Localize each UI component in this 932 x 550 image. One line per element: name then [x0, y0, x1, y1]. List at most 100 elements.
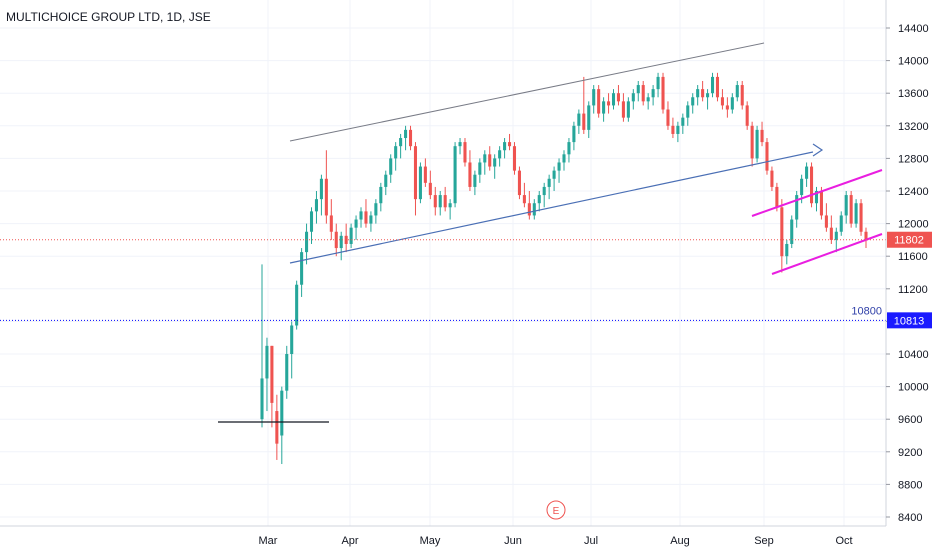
candle	[864, 227, 868, 249]
time-tick-label: Apr	[341, 535, 358, 547]
candle-body	[686, 105, 690, 118]
candle-body	[616, 93, 620, 102]
candle-body	[730, 97, 734, 110]
candle-body	[805, 166, 809, 179]
candle-body	[448, 203, 452, 208]
level-price-tag: 10813	[887, 312, 932, 329]
candle	[602, 97, 606, 122]
candle	[597, 85, 601, 118]
candle	[438, 191, 442, 216]
candle	[394, 142, 398, 171]
price-tick-label: 12800	[898, 153, 929, 165]
earnings-marker[interactable]: E	[546, 500, 566, 520]
candle	[443, 186, 447, 212]
candle-body	[384, 174, 388, 187]
candle	[706, 89, 710, 110]
candle	[295, 280, 299, 330]
candle-body	[834, 231, 838, 240]
candle-body	[691, 97, 695, 106]
time-tick-label: Aug	[670, 535, 690, 547]
candle	[725, 97, 729, 118]
price-tick-label: 8400	[898, 512, 922, 524]
candle-body	[755, 129, 759, 159]
candle	[339, 231, 343, 261]
candle	[795, 191, 799, 228]
candle	[552, 166, 556, 191]
candle-body	[423, 166, 427, 183]
candle	[646, 93, 650, 110]
candle-body	[290, 325, 294, 354]
candle-body	[706, 93, 710, 98]
candle	[770, 166, 774, 191]
candle-body	[795, 195, 799, 220]
candle-body	[800, 178, 804, 196]
candle-body	[567, 142, 571, 155]
price-tick-label: 11600	[898, 251, 928, 263]
upper-trend-line[interactable]	[289, 42, 765, 142]
candle	[290, 321, 294, 379]
candle	[805, 162, 809, 187]
candle-body	[260, 378, 264, 420]
last-price-value: 11802	[894, 235, 924, 247]
candle	[740, 80, 744, 110]
candle-body	[364, 211, 368, 224]
candle	[834, 227, 838, 253]
time-tick-label: May	[420, 535, 441, 547]
candle	[582, 76, 586, 134]
price-tick-label: 11200	[898, 284, 928, 296]
candle-body	[715, 76, 720, 98]
last-price-tag: 11802	[887, 231, 932, 248]
candle-body	[285, 354, 289, 391]
candle	[755, 125, 759, 163]
price-tick-label: 12400	[898, 186, 929, 198]
candle	[661, 72, 665, 114]
candle-body	[854, 203, 858, 224]
candle-body	[760, 129, 764, 143]
candle	[314, 191, 318, 224]
candle-body	[656, 76, 660, 90]
candle	[720, 89, 724, 110]
candle-body	[735, 85, 739, 98]
time-tick-label: Sep	[754, 535, 774, 547]
candle	[567, 138, 571, 163]
candle-body	[621, 101, 625, 118]
candle-body	[597, 89, 601, 114]
candle	[374, 199, 378, 224]
candle	[542, 182, 546, 208]
candle-body	[418, 166, 422, 200]
candle	[364, 199, 368, 228]
candle-body	[522, 195, 526, 204]
candle-body	[379, 186, 383, 204]
candle	[691, 93, 695, 114]
candle	[483, 150, 487, 175]
candle-body	[849, 195, 853, 224]
candle-body	[280, 390, 284, 436]
candle-body	[864, 231, 868, 240]
candle	[329, 199, 333, 240]
candle	[696, 85, 700, 106]
channel-lower-line[interactable]	[771, 233, 883, 275]
candle	[616, 85, 620, 106]
candle-body	[701, 89, 705, 98]
candle	[780, 199, 784, 273]
candle-body	[810, 166, 814, 204]
candle-body	[394, 146, 398, 159]
candle-body	[666, 109, 670, 126]
candle-body	[537, 195, 541, 204]
candle-body	[324, 178, 328, 216]
price-axis[interactable]: 14400 14000 13600 13200 12800 12400 12000 11600…	[886, 23, 929, 524]
candle-body	[824, 215, 828, 228]
candle	[735, 80, 739, 102]
candle-body	[473, 174, 477, 187]
candle	[750, 121, 754, 167]
candle-body	[527, 203, 531, 216]
candle-body	[270, 345, 274, 403]
candle	[270, 345, 274, 428]
channel-upper-line[interactable]	[751, 169, 883, 217]
lower-trend-line[interactable]	[289, 151, 814, 264]
time-axis[interactable]: Mar Apr May Jun Jul Aug Sep Oct	[259, 535, 853, 547]
candle-body	[562, 154, 566, 163]
candle-body	[770, 170, 774, 187]
